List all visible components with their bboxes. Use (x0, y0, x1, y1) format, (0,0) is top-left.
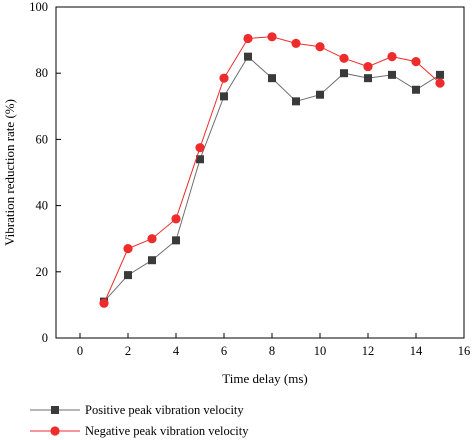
data-point (315, 42, 325, 52)
y-axis-title: Vibration reduction rate (%) (2, 99, 17, 246)
x-tick-label: 6 (221, 344, 227, 358)
data-point (435, 78, 445, 88)
x-axis-ticks: 0 2 4 6 8 10 12 14 16 (77, 333, 470, 358)
data-point (364, 74, 372, 83)
y-tick-label: 80 (36, 66, 49, 80)
data-point (124, 271, 132, 280)
data-point (195, 143, 205, 153)
data-point (99, 298, 109, 308)
series-line (103, 55, 441, 302)
legend-label: Positive peak vibration velocity (85, 403, 244, 417)
y-axis-ticks: 0 20 40 60 80 100 (29, 0, 61, 345)
x-tick-label: 0 (77, 344, 83, 358)
data-point (267, 32, 277, 42)
y-tick-label: 0 (42, 331, 48, 345)
plot-frame (55, 6, 465, 339)
data-point (316, 90, 324, 99)
legend-item: Negative peak vibration velocity (30, 424, 249, 438)
x-tick-label: 10 (314, 344, 327, 358)
data-point (196, 155, 204, 164)
y-tick-label: 60 (36, 132, 49, 146)
series-1 (100, 52, 444, 306)
x-tick-label: 16 (458, 344, 471, 358)
x-tick-label: 2 (125, 344, 131, 358)
legend-marker (51, 406, 59, 414)
data-point (339, 53, 349, 63)
data-point (219, 73, 229, 83)
data-point (243, 33, 253, 44)
plot-border (55, 6, 465, 339)
y-tick-label: 20 (36, 265, 49, 279)
x-tick-label: 8 (269, 344, 275, 358)
data-point (388, 70, 396, 79)
data-point (387, 52, 397, 62)
data-point (412, 85, 420, 94)
data-point (291, 38, 301, 49)
legend-marker (50, 426, 60, 436)
data-point (363, 61, 373, 72)
y-tick-label: 100 (29, 0, 48, 14)
data-point (123, 244, 133, 254)
data-point (268, 74, 276, 83)
legend: Positive peak vibration velocity Negative… (30, 403, 249, 438)
series-2 (99, 32, 445, 308)
data-point (436, 70, 444, 79)
data-point (292, 97, 300, 106)
y-tick-label: 40 (36, 199, 49, 213)
data-point (411, 57, 421, 67)
data-point (148, 256, 156, 265)
x-tick-label: 4 (173, 344, 180, 358)
legend-item: Positive peak vibration velocity (30, 403, 244, 417)
x-tick-label: 12 (362, 344, 375, 358)
legend-label: Negative peak vibration velocity (85, 424, 249, 438)
data-point (340, 69, 348, 78)
data-point (147, 234, 157, 244)
data-point (220, 92, 228, 101)
series-layer (99, 32, 445, 308)
x-tick-label: 14 (410, 344, 423, 358)
data-point (172, 236, 180, 245)
data-point (171, 214, 181, 224)
x-axis-title: Time delay (ms) (222, 371, 307, 386)
data-point (244, 52, 252, 61)
